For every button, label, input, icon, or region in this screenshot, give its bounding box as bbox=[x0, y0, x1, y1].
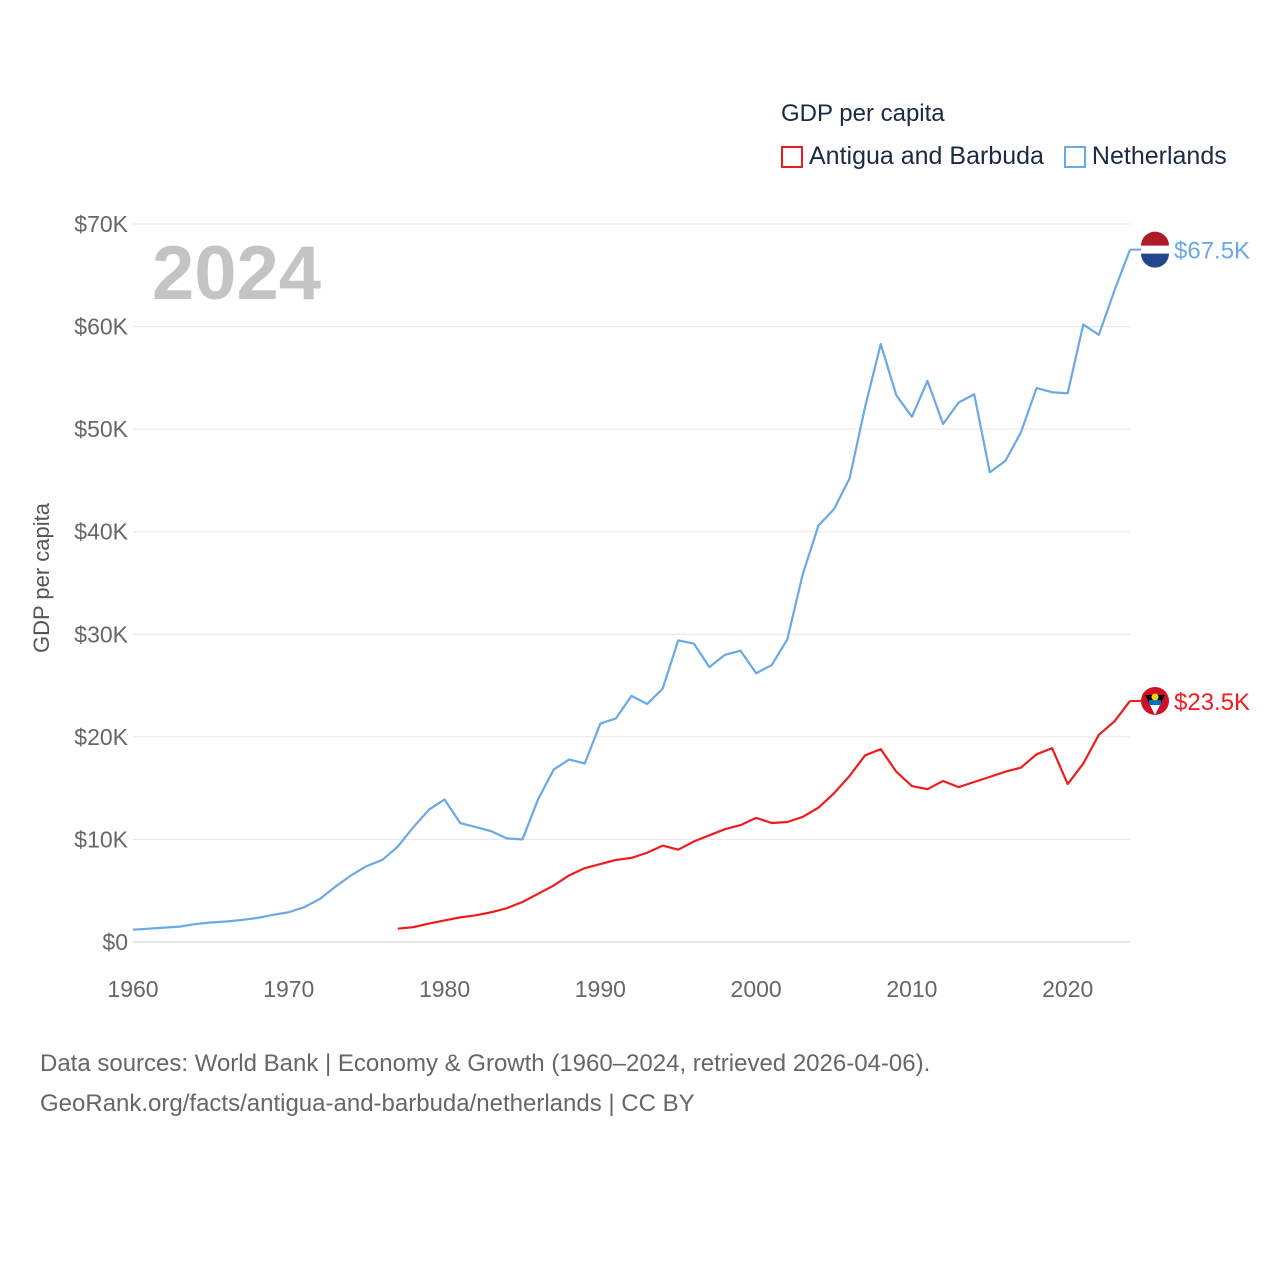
y-tick-label: $10K bbox=[74, 826, 128, 852]
x-tick-label: 2000 bbox=[731, 976, 782, 1002]
y-tick-label: $30K bbox=[74, 621, 128, 647]
end-value-label: $67.5K bbox=[1174, 238, 1250, 265]
y-tick-label: $70K bbox=[74, 211, 128, 237]
legend: Antigua and Barbuda Netherlands bbox=[781, 142, 1227, 171]
y-tick-label: $40K bbox=[74, 519, 128, 545]
x-tick-label: 1960 bbox=[107, 976, 158, 1002]
data-sources: Data sources: World Bank | Economy & Gro… bbox=[40, 1050, 931, 1077]
x-tick-label: 2020 bbox=[1042, 976, 1093, 1002]
footer: Data sources: World Bank | Economy & Gro… bbox=[40, 1044, 930, 1124]
y-tick-label: $20K bbox=[74, 724, 128, 750]
series-line-netherlands bbox=[132, 249, 1132, 931]
end-value-label: $23.5K bbox=[1174, 689, 1250, 716]
y-tick-label: $50K bbox=[74, 416, 128, 442]
flag-band bbox=[1149, 699, 1161, 705]
legend-swatch bbox=[1063, 145, 1086, 168]
flag-sun bbox=[1151, 693, 1159, 701]
legend-label: Netherlands bbox=[1091, 142, 1227, 170]
year-label: 2024 bbox=[152, 231, 322, 316]
y-tick-label: $60K bbox=[74, 314, 128, 340]
legend-item-netherlands[interactable]: Netherlands bbox=[1063, 142, 1227, 171]
x-tick-label: 1990 bbox=[575, 976, 626, 1002]
legend-label: Antigua and Barbuda bbox=[809, 142, 1044, 170]
x-tick-label: 1970 bbox=[263, 976, 314, 1002]
flag-stripe bbox=[1141, 231, 1169, 246]
series-line-antigua bbox=[397, 700, 1131, 930]
legend-item-antigua[interactable]: Antigua and Barbuda bbox=[781, 142, 1044, 171]
legend-swatch bbox=[781, 145, 803, 168]
y-axis-label: GDP per capita bbox=[29, 502, 54, 654]
x-tick-label: 2010 bbox=[886, 976, 937, 1002]
source-link[interactable]: GeoRank.org/facts/antigua-and-barbuda/ne… bbox=[40, 1090, 695, 1117]
y-tick-label: $0 bbox=[102, 929, 128, 955]
legend-title: GDP per capita bbox=[781, 100, 945, 127]
flag-stripe bbox=[1141, 253, 1169, 268]
x-tick-label: 1980 bbox=[419, 976, 470, 1002]
flag-triangle bbox=[1150, 704, 1160, 715]
